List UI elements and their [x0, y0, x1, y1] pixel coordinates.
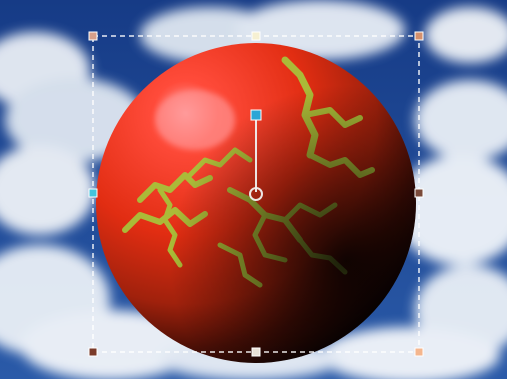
red-sphere[interactable]: [96, 43, 416, 363]
resize-handle-top-left[interactable]: [88, 31, 98, 41]
rotation-pivot-icon[interactable]: [249, 187, 263, 201]
resize-handle-bottom[interactable]: [251, 347, 261, 357]
resize-handle-left[interactable]: [88, 188, 98, 198]
resize-handle-right[interactable]: [414, 188, 424, 198]
resize-handle-top[interactable]: [251, 31, 261, 41]
rotation-handle[interactable]: [250, 109, 262, 121]
resize-handle-bottom-left[interactable]: [88, 347, 98, 357]
resize-handle-bottom-right[interactable]: [414, 347, 424, 357]
selection-overlay[interactable]: [88, 31, 424, 357]
resize-handle-top-right[interactable]: [414, 31, 424, 41]
